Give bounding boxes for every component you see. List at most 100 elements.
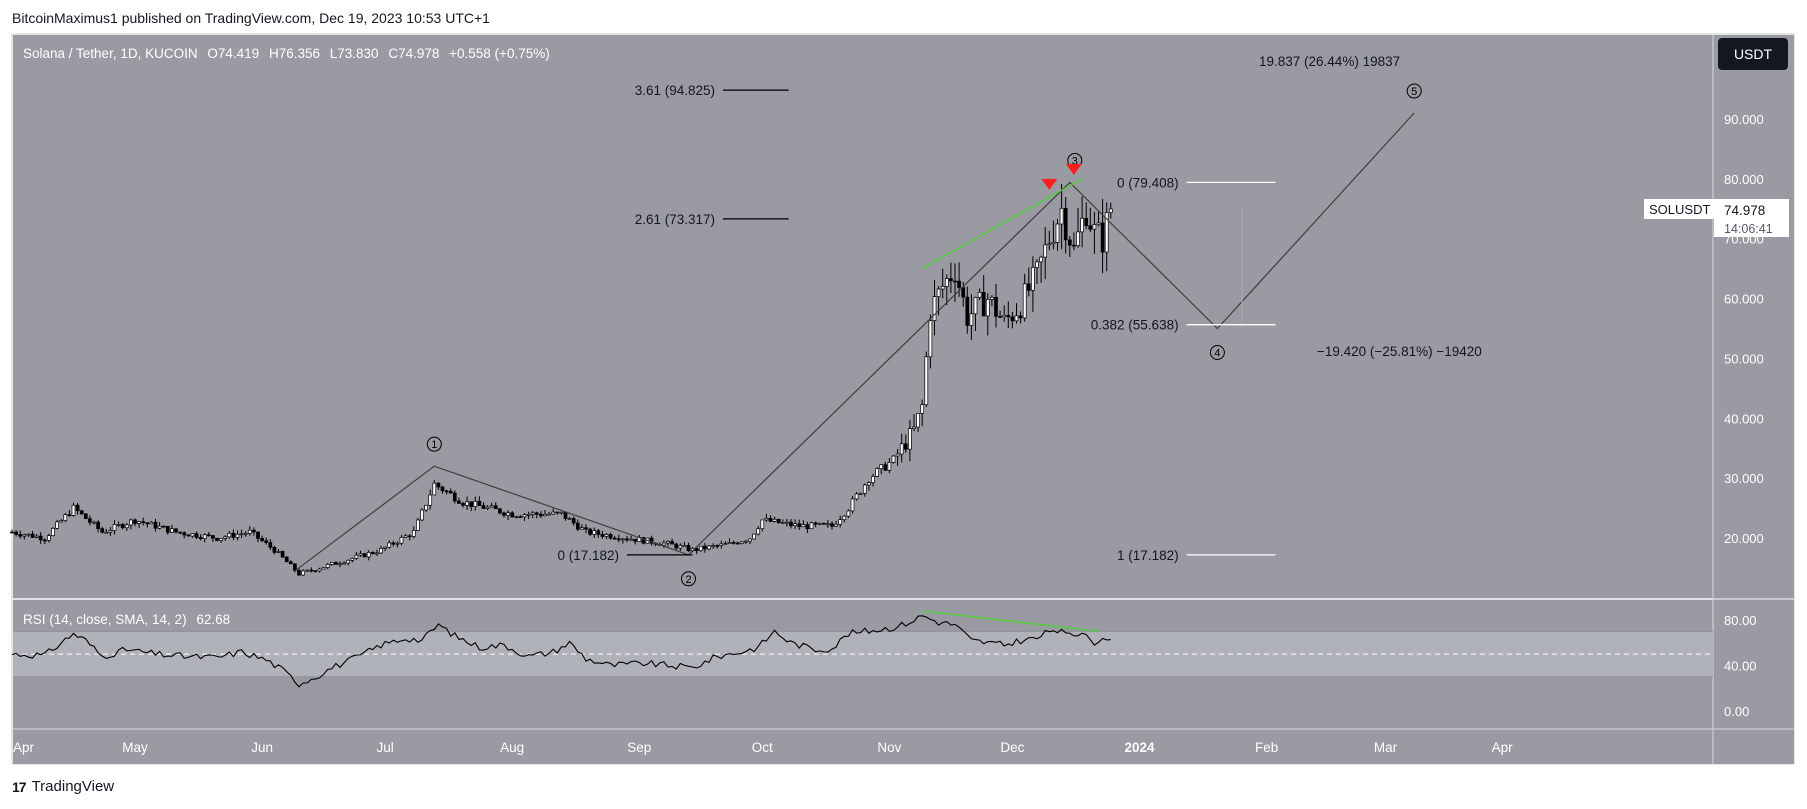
candle-body [990,296,994,300]
candle [854,491,859,501]
wave-path [294,112,1415,572]
symbol-title[interactable]: Solana / Tether, 1D, KUCOIN [23,46,198,61]
candle [666,540,670,547]
candle [26,533,31,537]
candle [329,562,334,566]
candle-body [211,535,215,539]
candle-body [953,280,957,283]
currency-button[interactable]: USDT [1718,38,1788,70]
candle [350,557,355,563]
candle-body [92,521,96,524]
candle [444,489,449,495]
candle-body [965,296,970,326]
candle-body [920,404,925,414]
candle [170,524,174,533]
candle-body [862,484,867,494]
candle-body [539,513,543,517]
candle [276,548,281,553]
candle [71,502,76,517]
candle [1108,202,1113,219]
candle-body [1051,242,1056,245]
candle [375,549,379,556]
candle-body [932,296,937,321]
candle [604,532,609,540]
candle-body [51,527,55,537]
candle [92,520,96,525]
candle [969,294,974,341]
candle-body [346,559,351,564]
price-pane-bg [13,35,1713,598]
candle-body [768,518,773,522]
candle-body [842,515,847,520]
candle-body [1080,217,1084,233]
candle-body [34,535,39,538]
candle [407,534,412,541]
candle-body [563,511,568,519]
candle [231,529,236,541]
candle-body [723,543,728,545]
candle [703,542,707,553]
candle-body [71,504,76,516]
candle [514,515,519,519]
chart-canvas[interactable]: 1 2 3 4 5 3.61 (94.825) 2.61 (73.317) 0 (17.182… [0,0,1807,770]
candle [1072,232,1076,251]
price-axis-tick: 20.000 [1724,531,1764,546]
candle-body [325,564,330,568]
tradingview-watermark[interactable]: 17 TradingView [12,778,114,795]
candle-body [981,292,986,317]
candle-body [739,541,744,544]
candle-body [297,570,301,576]
candle [625,535,629,543]
candle-body [596,530,601,535]
candle [760,519,765,532]
rsi-title[interactable]: RSI (14, close, SMA, 14, 2) [23,612,187,627]
candle [59,518,64,523]
candle [161,525,166,528]
candle [288,560,293,565]
candle [305,569,310,573]
candle [1039,255,1043,283]
candle-body [649,537,654,544]
candle-body [440,486,445,492]
candle-body [567,518,572,520]
candle-body [247,529,252,534]
candle-body [1035,261,1039,268]
candle-body [813,522,818,525]
candle [752,533,756,540]
fib-ext-label: 0 (17.182) [557,548,619,563]
candle-body [903,443,908,450]
candle [239,529,244,539]
candle [739,541,744,545]
candle-body [809,522,814,530]
candle-body [764,518,769,521]
candle-body [424,504,428,511]
candle-body [1010,316,1015,322]
candle-body [834,523,838,527]
candle [473,496,478,511]
candle-body [731,542,736,544]
candle-body [79,510,84,515]
candle-body [715,545,720,547]
candle-body [457,500,461,504]
candle [165,525,170,535]
wave-label-5: 5 [1406,83,1422,99]
candle-body [936,288,941,297]
candle [649,535,654,546]
candle-body [748,538,752,542]
candle [383,546,387,552]
candle-body [124,524,129,529]
candle-body [26,533,31,536]
candle [18,530,23,539]
candle [502,511,506,518]
candle [112,520,117,535]
candle [436,482,441,490]
candle-body [1108,208,1113,213]
candle [793,519,797,529]
high-label: H [269,46,279,61]
candle-body [153,521,158,529]
candle-body [994,296,998,317]
candle [932,279,937,336]
candle [764,513,769,522]
wave-label-text: 1 [431,439,437,451]
time-axis-tick: 2024 [1124,740,1155,755]
